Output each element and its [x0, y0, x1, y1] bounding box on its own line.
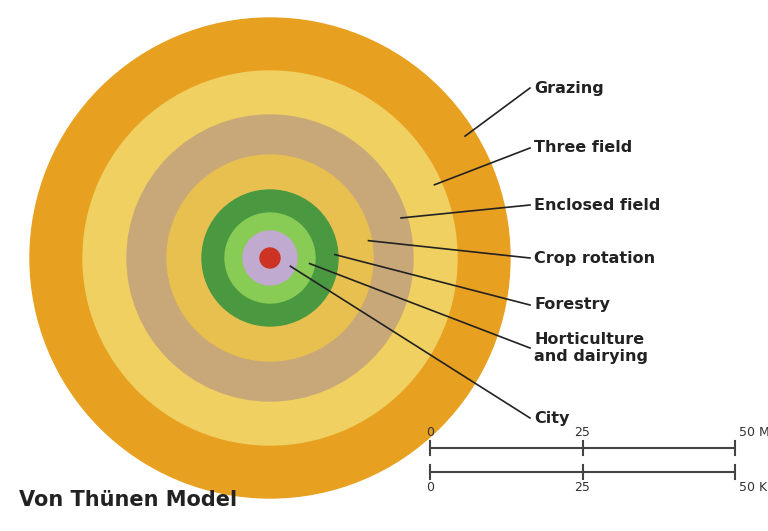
Text: 50 Miles: 50 Miles [739, 426, 768, 439]
Text: 50 Kilometers: 50 Kilometers [739, 481, 768, 494]
Circle shape [202, 190, 338, 326]
Text: City: City [534, 410, 569, 425]
Text: 0: 0 [426, 481, 434, 494]
Text: 25: 25 [574, 426, 591, 439]
Circle shape [225, 213, 315, 303]
Circle shape [167, 155, 373, 361]
Text: 0: 0 [426, 426, 434, 439]
Text: Forestry: Forestry [534, 297, 610, 313]
Text: Crop rotation: Crop rotation [534, 251, 655, 266]
Circle shape [83, 71, 457, 445]
Text: Enclosed field: Enclosed field [534, 198, 660, 212]
Text: Three field: Three field [534, 141, 632, 156]
Circle shape [243, 231, 297, 285]
Circle shape [127, 115, 413, 401]
Text: Von Thünen Model: Von Thünen Model [19, 490, 237, 510]
Circle shape [30, 18, 510, 498]
Circle shape [260, 248, 280, 268]
Text: Grazing: Grazing [534, 81, 604, 96]
Text: 25: 25 [574, 481, 591, 494]
Text: Horticulture
and dairying: Horticulture and dairying [534, 332, 648, 364]
